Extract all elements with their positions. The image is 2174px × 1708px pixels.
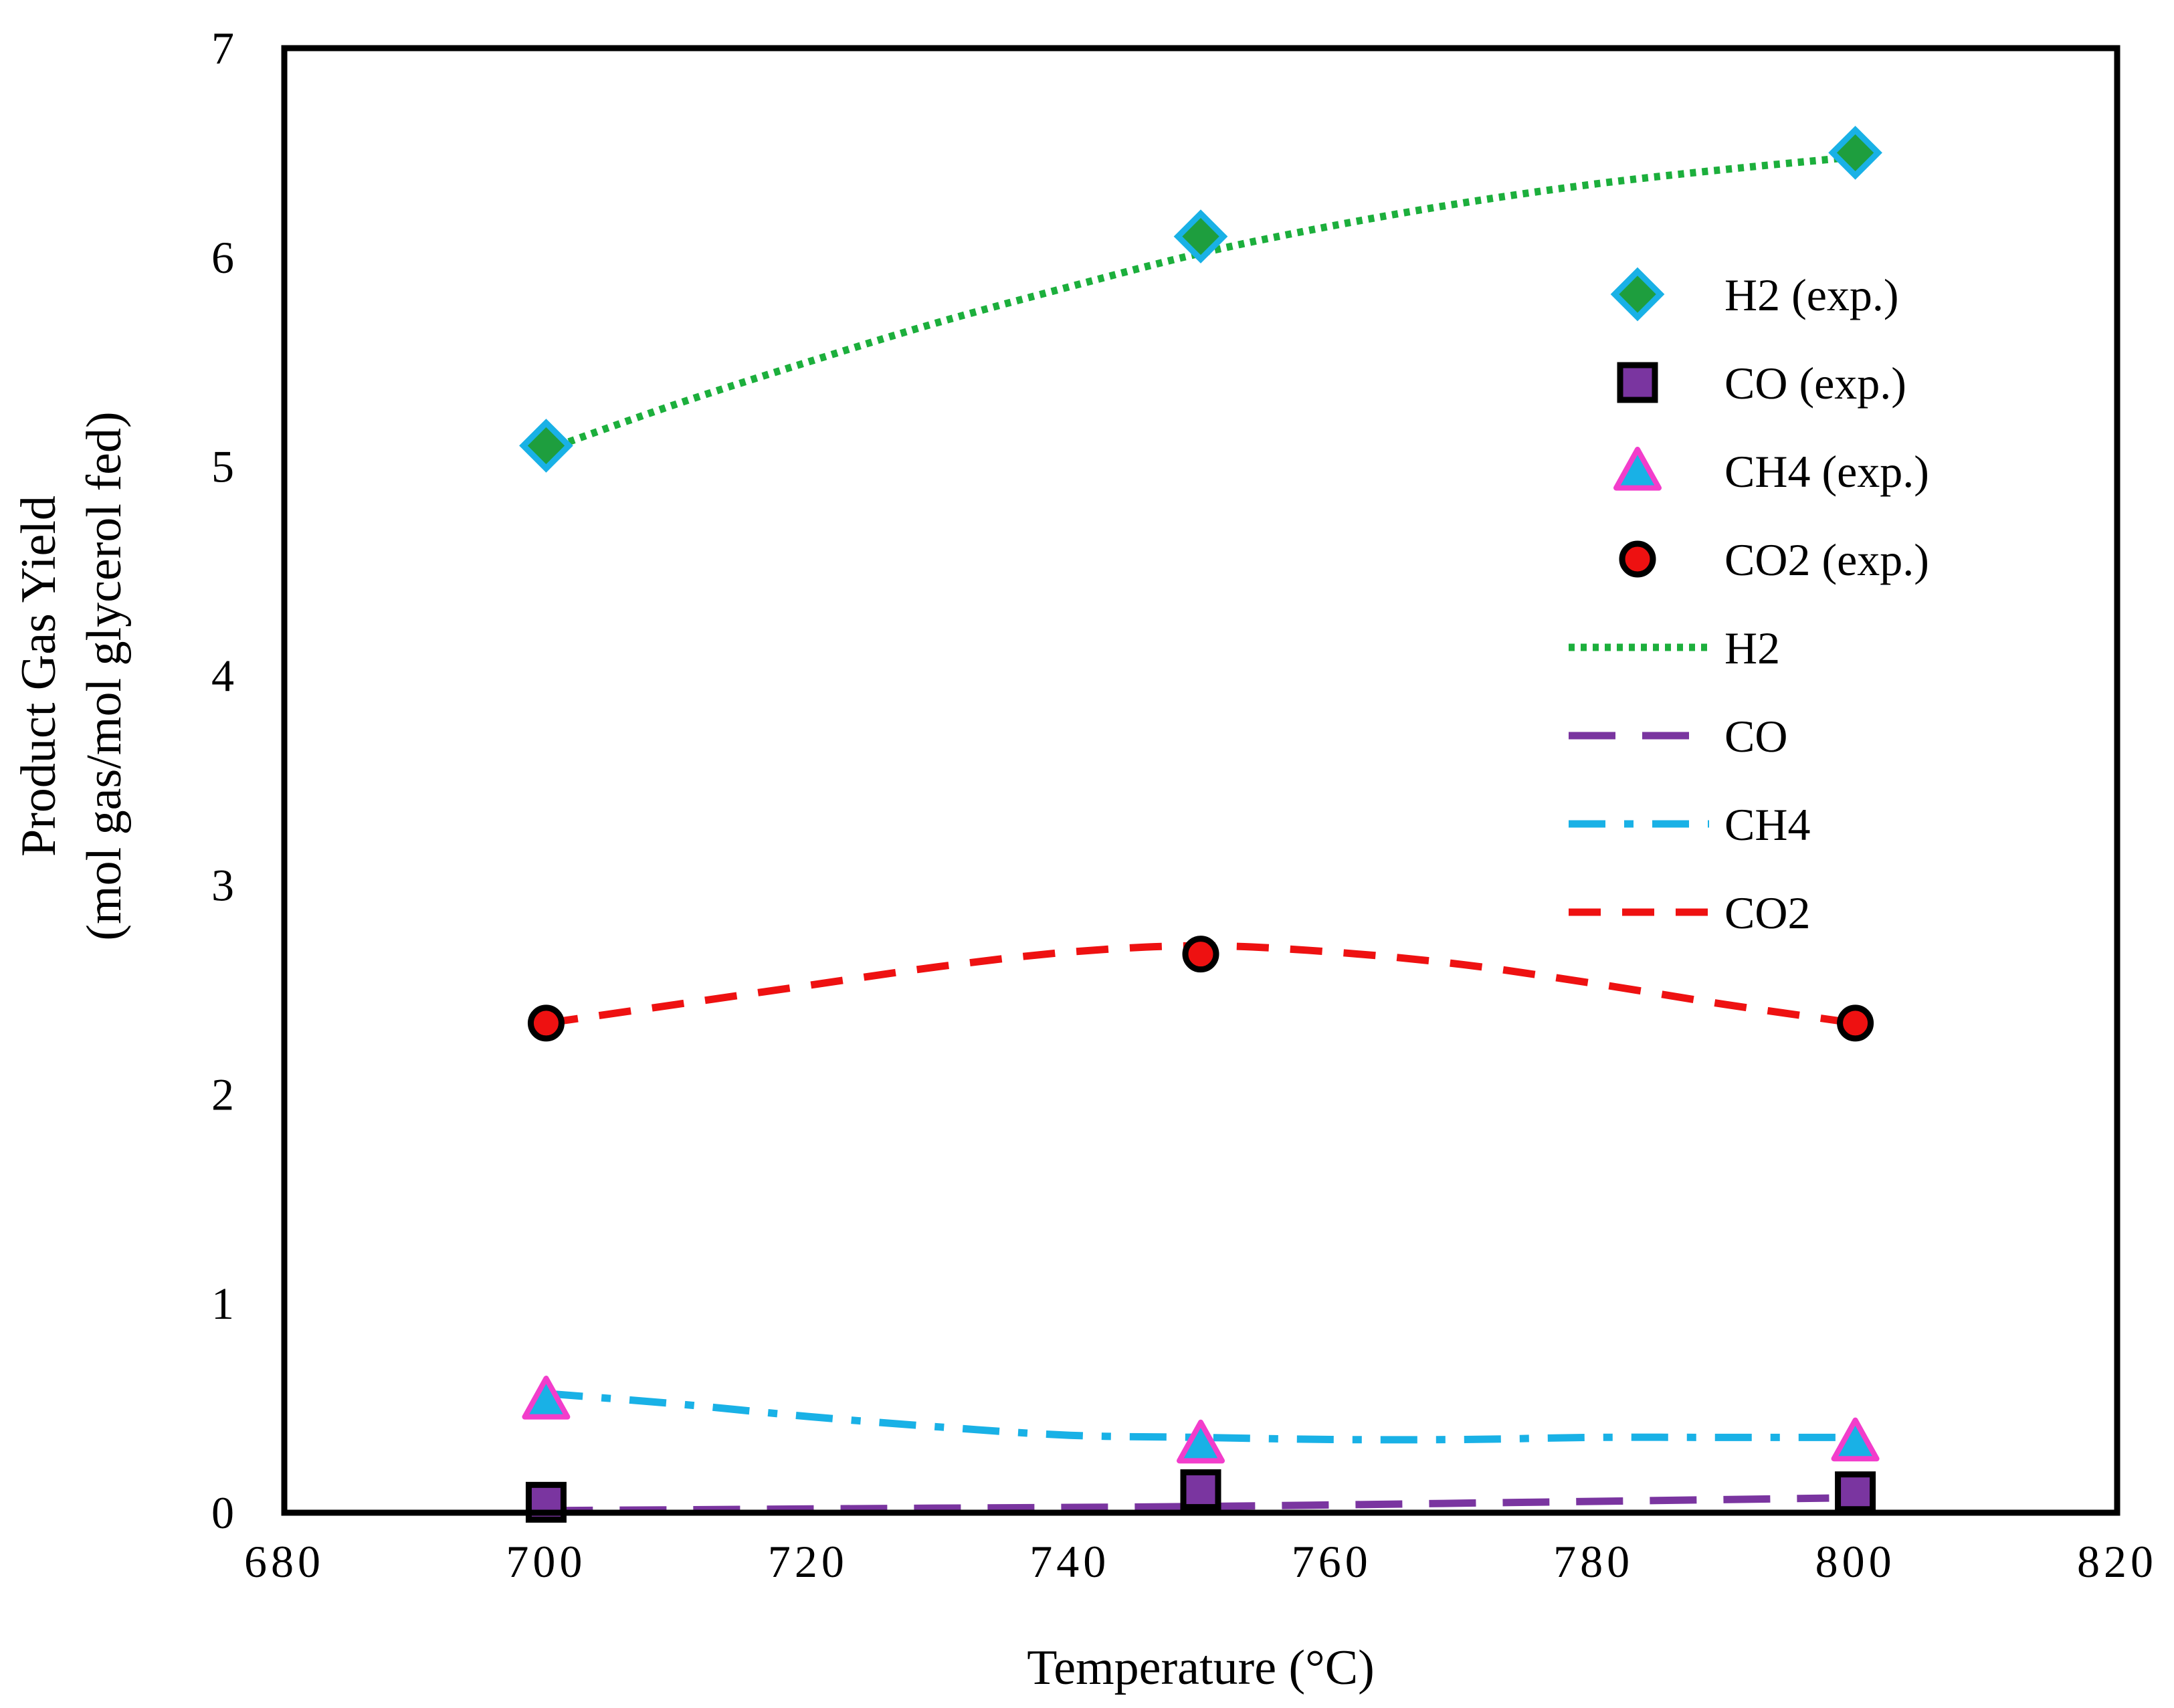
legend-label: H2 xyxy=(1724,623,1780,673)
data-point-circle-3-2 xyxy=(1837,1004,1874,1042)
data-point-square-1-2 xyxy=(1835,1471,1876,1513)
x-tick-label: 760 xyxy=(1292,1536,1372,1587)
y-axis-title-line2: (mol gas/mol glycerol fed) xyxy=(77,411,132,940)
legend-marker-circle xyxy=(1619,540,1656,578)
data-point-diamond-0-1 xyxy=(1173,209,1228,263)
legend-label: CO2 xyxy=(1724,887,1810,938)
x-tick-label: 700 xyxy=(506,1536,586,1587)
data-point-diamond-0-0 xyxy=(519,419,573,473)
x-tick-label: 820 xyxy=(2077,1536,2157,1587)
legend-marker-square xyxy=(1617,362,1658,403)
x-tick-label: 800 xyxy=(1815,1536,1896,1587)
data-point-circle-3-1 xyxy=(1182,936,1219,973)
x-tick-label: 740 xyxy=(1029,1536,1110,1587)
y-tick-label: 6 xyxy=(211,232,234,283)
y-tick-label: 5 xyxy=(211,441,234,492)
legend-label: CO (exp.) xyxy=(1724,358,1906,409)
y-tick-label: 4 xyxy=(211,651,234,702)
x-tick-label: 680 xyxy=(244,1536,324,1587)
y-tick-label: 1 xyxy=(211,1278,234,1329)
legend-label: CO2 (exp.) xyxy=(1724,534,1929,585)
data-point-diamond-0-2 xyxy=(1828,126,1882,180)
data-point-circle-3-0 xyxy=(527,1004,565,1042)
legend: H2 (exp.) CO (exp.) CH4 (exp.) CO2 (exp.) H2… xyxy=(1569,267,1929,938)
y-axis-ticks: 0 1 2 3 4 5 6 7 xyxy=(211,23,234,1538)
y-tick-label: 2 xyxy=(211,1069,234,1119)
legend-marker-triangle xyxy=(1613,447,1662,491)
y-tick-label: 0 xyxy=(211,1487,234,1538)
y-tick-label: 7 xyxy=(211,23,234,74)
legend-marker-diamond xyxy=(1610,267,1665,322)
data-point-triangle-2-1 xyxy=(1177,1419,1225,1464)
x-axis-title: Temperature (°C) xyxy=(1027,1640,1375,1695)
data-point-triangle-2-2 xyxy=(1831,1417,1880,1462)
series-line-h2 xyxy=(545,153,1856,453)
x-tick-label: 720 xyxy=(768,1536,848,1587)
x-axis-ticks: 680 700 720 740 760 780 800 820 xyxy=(244,1536,2157,1587)
model-lines xyxy=(545,153,1856,1515)
x-tick-label: 780 xyxy=(1553,1536,1634,1587)
data-point-triangle-2-0 xyxy=(522,1376,571,1420)
data-point-square-1-1 xyxy=(1180,1469,1221,1511)
legend-label: CH4 xyxy=(1724,799,1810,850)
legend-label: CO xyxy=(1724,711,1787,762)
y-tick-label: 3 xyxy=(211,859,234,910)
plot-frame xyxy=(281,45,2120,1516)
y-axis-title-line1: Product Gas Yield xyxy=(11,496,66,857)
legend-label: H2 (exp.) xyxy=(1724,270,1899,320)
legend-label: CH4 (exp.) xyxy=(1724,446,1929,497)
